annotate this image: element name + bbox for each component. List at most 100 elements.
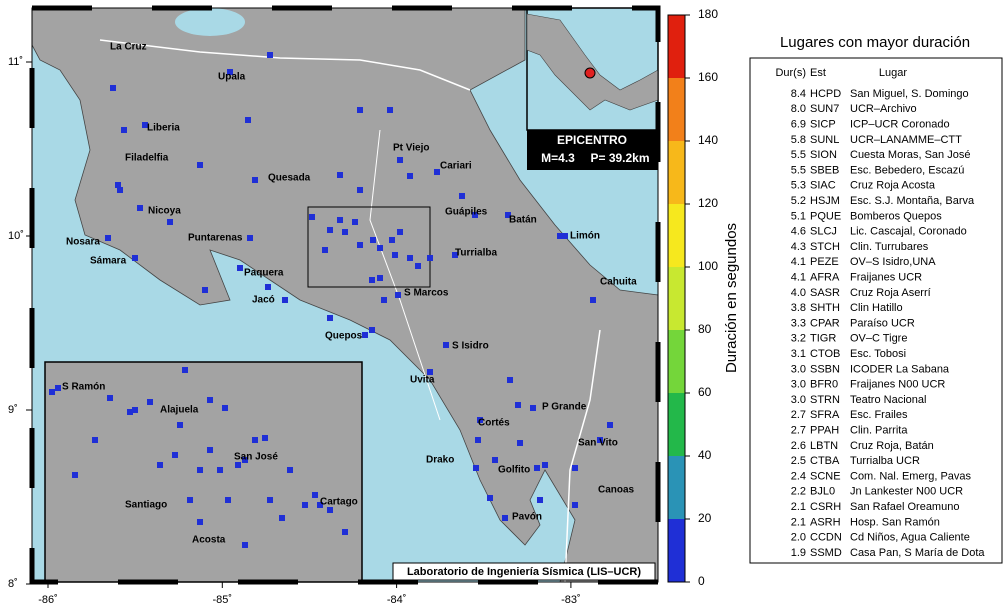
station xyxy=(105,235,111,241)
station xyxy=(395,292,401,298)
station xyxy=(312,492,318,498)
table-cell: SBEB xyxy=(810,164,839,176)
place-label: San Vito xyxy=(578,438,618,449)
table-cell: BFR0 xyxy=(810,379,838,391)
table-cell: 4.6 xyxy=(791,226,806,238)
table-cell: Turrialba UCR xyxy=(850,455,920,467)
table-cell: SUNL xyxy=(810,134,839,146)
table-cell: Cruz Roja Aserrí xyxy=(850,287,931,299)
table-cell: CSRH xyxy=(810,501,841,513)
place-label: Cahuita xyxy=(600,277,637,288)
table-cell: Esc. Bebedero, Escazú xyxy=(850,164,964,176)
station xyxy=(115,182,121,188)
station xyxy=(252,177,258,183)
colorbar-label: Duración en segundos xyxy=(723,223,740,373)
colorbar-segment xyxy=(668,267,685,330)
station xyxy=(507,377,513,383)
colorbar-tick-label: 120 xyxy=(698,196,718,210)
station xyxy=(127,409,133,415)
table-cell: 5.8 xyxy=(791,134,806,146)
station xyxy=(397,229,403,235)
table-cell: 2.7 xyxy=(791,409,806,421)
station xyxy=(147,399,153,405)
place-label: S Ramón xyxy=(62,382,105,393)
place-label: Pavón xyxy=(512,512,542,523)
table-cell: 2.5 xyxy=(791,455,806,467)
table-cell: 2.4 xyxy=(791,470,806,482)
place-label: Santiago xyxy=(125,500,167,511)
table-cell: HCPD xyxy=(810,88,841,100)
colorbar-segment xyxy=(668,456,685,519)
table-cell: SASR xyxy=(810,287,840,299)
station xyxy=(537,497,543,503)
table-cell: 3.2 xyxy=(791,333,806,345)
table-cell: 5.2 xyxy=(791,195,806,207)
station xyxy=(222,405,228,411)
station xyxy=(107,395,113,401)
station xyxy=(235,462,241,468)
lake xyxy=(175,8,245,36)
table-cell: 4.3 xyxy=(791,241,806,253)
colorbar-segment xyxy=(668,393,685,456)
table-cell: UCR–Archivo xyxy=(850,103,917,115)
place-label: La Cruz xyxy=(110,42,147,53)
place-label: Pt Viejo xyxy=(393,143,430,154)
station xyxy=(590,297,596,303)
table-cell: CPAR xyxy=(810,317,840,329)
station xyxy=(572,465,578,471)
station xyxy=(157,462,163,468)
table-box xyxy=(749,57,1003,564)
place-label: Turrialba xyxy=(455,248,497,259)
station xyxy=(287,467,293,473)
colorbar-tick-label: 0 xyxy=(698,574,705,588)
table-cell: Clin. Turrubares xyxy=(850,241,929,253)
table-cell: SCNE xyxy=(810,470,841,482)
table-cell: CTOB xyxy=(810,348,840,360)
land xyxy=(31,7,659,583)
station xyxy=(487,495,493,501)
table-cell: Cruz Roja, Batán xyxy=(850,440,934,452)
station xyxy=(337,217,343,223)
table-cell: OV–C Tigre xyxy=(850,333,907,345)
table-cell: UCR–LANAMME–CTT xyxy=(850,134,962,146)
colorbar-tick-label: 180 xyxy=(698,7,718,21)
table-cell: 3.0 xyxy=(791,394,806,406)
location-land xyxy=(526,13,659,111)
table-cell: Bomberos Quepos xyxy=(850,210,942,222)
colorbar-tick-label: 60 xyxy=(698,385,712,399)
station xyxy=(252,437,258,443)
station xyxy=(317,502,323,508)
station xyxy=(557,233,563,239)
epicenter-marker xyxy=(584,67,596,79)
station xyxy=(279,515,285,521)
table-cell: SSBN xyxy=(810,363,840,375)
station xyxy=(92,437,98,443)
table-cell: Esc. S.J. Montaña, Barva xyxy=(850,195,975,207)
station xyxy=(327,315,333,321)
table-cell: STCH xyxy=(810,241,840,253)
station xyxy=(542,462,548,468)
station xyxy=(142,122,148,128)
table-cell: Com. Nal. Emerg, Pavas xyxy=(850,470,972,482)
station xyxy=(427,255,433,261)
table-cell: LBTN xyxy=(810,440,838,452)
station xyxy=(132,407,138,413)
table-cell: 4.1 xyxy=(791,256,806,268)
station xyxy=(342,229,348,235)
colorbar-tick-label: 100 xyxy=(698,259,718,273)
station xyxy=(197,467,203,473)
station xyxy=(477,417,483,423)
station xyxy=(387,107,393,113)
table-cell: 5.1 xyxy=(791,210,806,222)
station xyxy=(517,440,523,446)
place-label: Acosta xyxy=(192,535,226,546)
table-cell: 4.1 xyxy=(791,272,806,284)
table-cell: Hosp. San Ramón xyxy=(850,516,940,528)
table-cell: Jn Lankester N00 UCR xyxy=(850,486,963,498)
station xyxy=(337,172,343,178)
station xyxy=(352,219,358,225)
station xyxy=(357,107,363,113)
place-label: Cariari xyxy=(440,161,472,172)
y-tick-label: 8˚ xyxy=(8,578,18,590)
station xyxy=(117,187,123,193)
